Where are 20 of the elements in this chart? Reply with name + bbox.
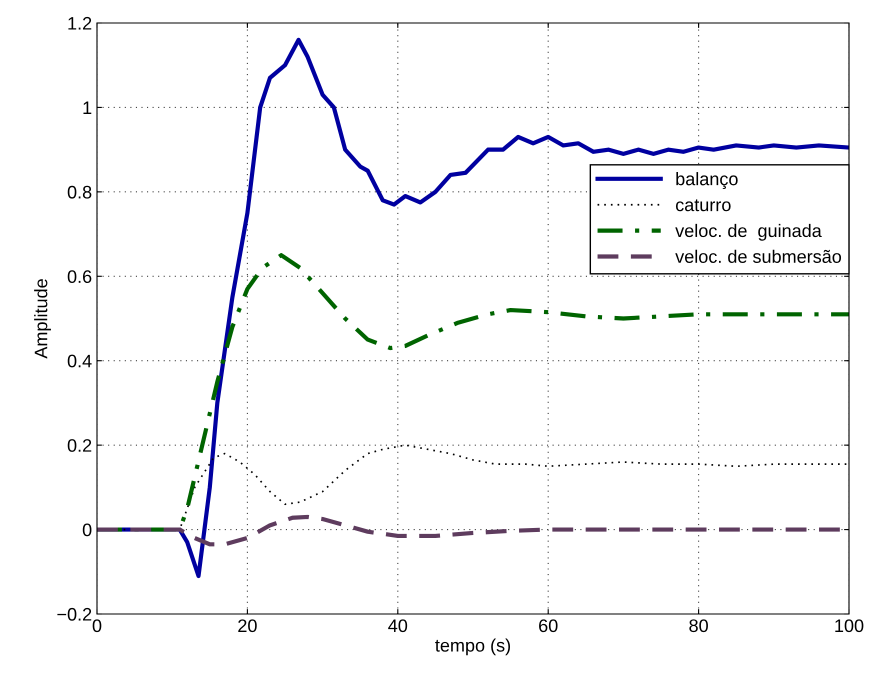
- y-axis-title: Amplitude: [34, 279, 51, 359]
- x-axis-title: tempo (s): [435, 638, 510, 656]
- y-tick-label: 0.6: [68, 270, 92, 284]
- legend-label: caturro: [676, 199, 731, 212]
- y-tick-label: 0: [82, 524, 92, 536]
- y-tick-label: −0.2: [57, 608, 92, 621]
- legend-label: veloc. de guinada: [675, 224, 822, 241]
- x-tick-label: 20: [238, 619, 257, 632]
- y-tick-label: 0.8: [68, 186, 92, 199]
- x-tick-label: 0: [92, 619, 102, 632]
- legend-label: veloc. de submersão: [675, 250, 842, 263]
- y-tick-label: 1: [83, 102, 92, 114]
- y-tick-label: 1.2: [68, 16, 92, 30]
- y-tick-label: 0.4: [68, 354, 92, 368]
- x-tick-label: 80: [689, 619, 708, 632]
- x-tick-label: 100: [835, 619, 864, 632]
- x-tick-label: 60: [539, 619, 558, 632]
- y-tick-label: 0.2: [68, 439, 92, 452]
- legend-label: balanço: [676, 172, 738, 189]
- x-tick-label: 40: [388, 619, 408, 632]
